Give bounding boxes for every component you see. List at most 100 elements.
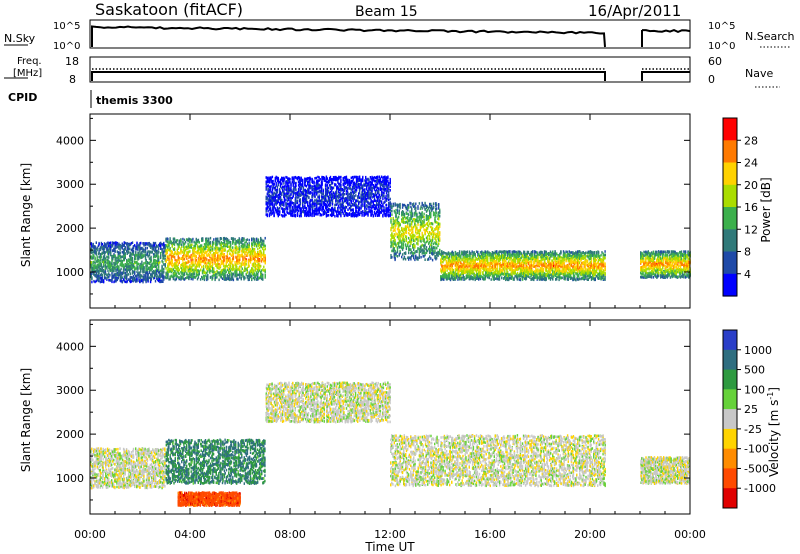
data-point [150, 244, 151, 247]
data-point [156, 252, 157, 255]
data-point [145, 254, 146, 257]
data-point [150, 269, 151, 272]
data-point [147, 247, 148, 250]
data-point [189, 275, 190, 278]
data-point [168, 244, 169, 247]
data-point [150, 251, 151, 254]
data-point [112, 241, 113, 244]
data-point [192, 275, 193, 278]
data-point [150, 264, 151, 267]
data-point [94, 264, 95, 267]
data-point [180, 240, 181, 243]
data-point [195, 247, 196, 250]
data-point [174, 238, 175, 241]
data-point [93, 273, 94, 276]
data-point [109, 274, 110, 277]
data-point [174, 252, 175, 255]
data-point [174, 248, 175, 251]
data-point [127, 252, 128, 255]
data-point [91, 264, 92, 267]
data-point [122, 255, 123, 258]
data-point [108, 256, 109, 259]
data-point [192, 278, 193, 281]
data-point [122, 261, 123, 264]
data-point [179, 276, 180, 279]
data-point [156, 267, 157, 270]
data-point [93, 255, 94, 258]
data-point [97, 264, 98, 267]
data-point [172, 259, 173, 262]
data-point [94, 275, 95, 278]
data-point [94, 245, 95, 248]
data-point [158, 266, 159, 269]
data-point [192, 269, 193, 272]
data-point [93, 269, 94, 272]
data-point [149, 271, 150, 274]
data-point [179, 269, 180, 272]
data-point [147, 276, 148, 279]
data-point [102, 252, 103, 255]
data-point [199, 245, 200, 248]
data-point [161, 265, 162, 268]
data-point [143, 250, 144, 253]
data-point [125, 242, 126, 245]
data-point [120, 268, 121, 271]
data-point [123, 271, 124, 274]
data-point [196, 259, 197, 262]
data-point [169, 247, 170, 250]
data-point [125, 257, 126, 260]
data-point [125, 263, 126, 266]
data-point [133, 265, 134, 268]
freq-tick-top: 18 [65, 55, 79, 68]
data-point [169, 250, 170, 253]
freq-panel: Freq. [MHz] 18 8 60 0 Nave [4, 55, 780, 87]
data-point [91, 277, 92, 280]
data-point [199, 261, 200, 264]
data-point [127, 260, 128, 263]
data-point [91, 261, 92, 264]
data-point [162, 280, 163, 283]
data-point [125, 268, 126, 271]
data-point [136, 278, 137, 281]
data-point [160, 281, 161, 284]
freq-label: Freq. [17, 56, 42, 67]
data-point [189, 264, 190, 267]
data-point [169, 276, 170, 279]
nsky-tick-top: 10^5 [53, 21, 80, 32]
data-point [169, 262, 170, 265]
data-point [198, 276, 199, 279]
data-point [192, 254, 193, 257]
data-point [102, 266, 103, 269]
data-point [93, 280, 94, 283]
data-point [147, 273, 148, 276]
data-point [147, 250, 148, 253]
data-point [141, 261, 142, 264]
data-point [149, 242, 150, 245]
data-point [172, 244, 173, 247]
data-point [195, 261, 196, 264]
data-point [152, 263, 153, 266]
data-point [110, 242, 111, 245]
nave-tick-bottom: 0 [708, 73, 715, 86]
data-point [98, 269, 99, 272]
data-point [127, 262, 128, 265]
data-point [145, 279, 146, 282]
data-point [115, 266, 116, 269]
data-point [97, 247, 98, 250]
data-point [133, 275, 134, 278]
data-point [132, 241, 133, 244]
data-point [94, 281, 95, 284]
data-point [143, 254, 144, 257]
data-point [132, 261, 133, 264]
data-point [172, 276, 173, 279]
data-point [122, 246, 123, 249]
data-point [150, 281, 151, 284]
data-point [112, 275, 113, 278]
data-point [135, 254, 136, 257]
data-point [98, 252, 99, 255]
nsky-label: N.Sky [4, 32, 36, 45]
data-point [91, 252, 92, 255]
data-point [98, 243, 99, 246]
data-point [97, 259, 98, 262]
data-point [135, 246, 136, 249]
